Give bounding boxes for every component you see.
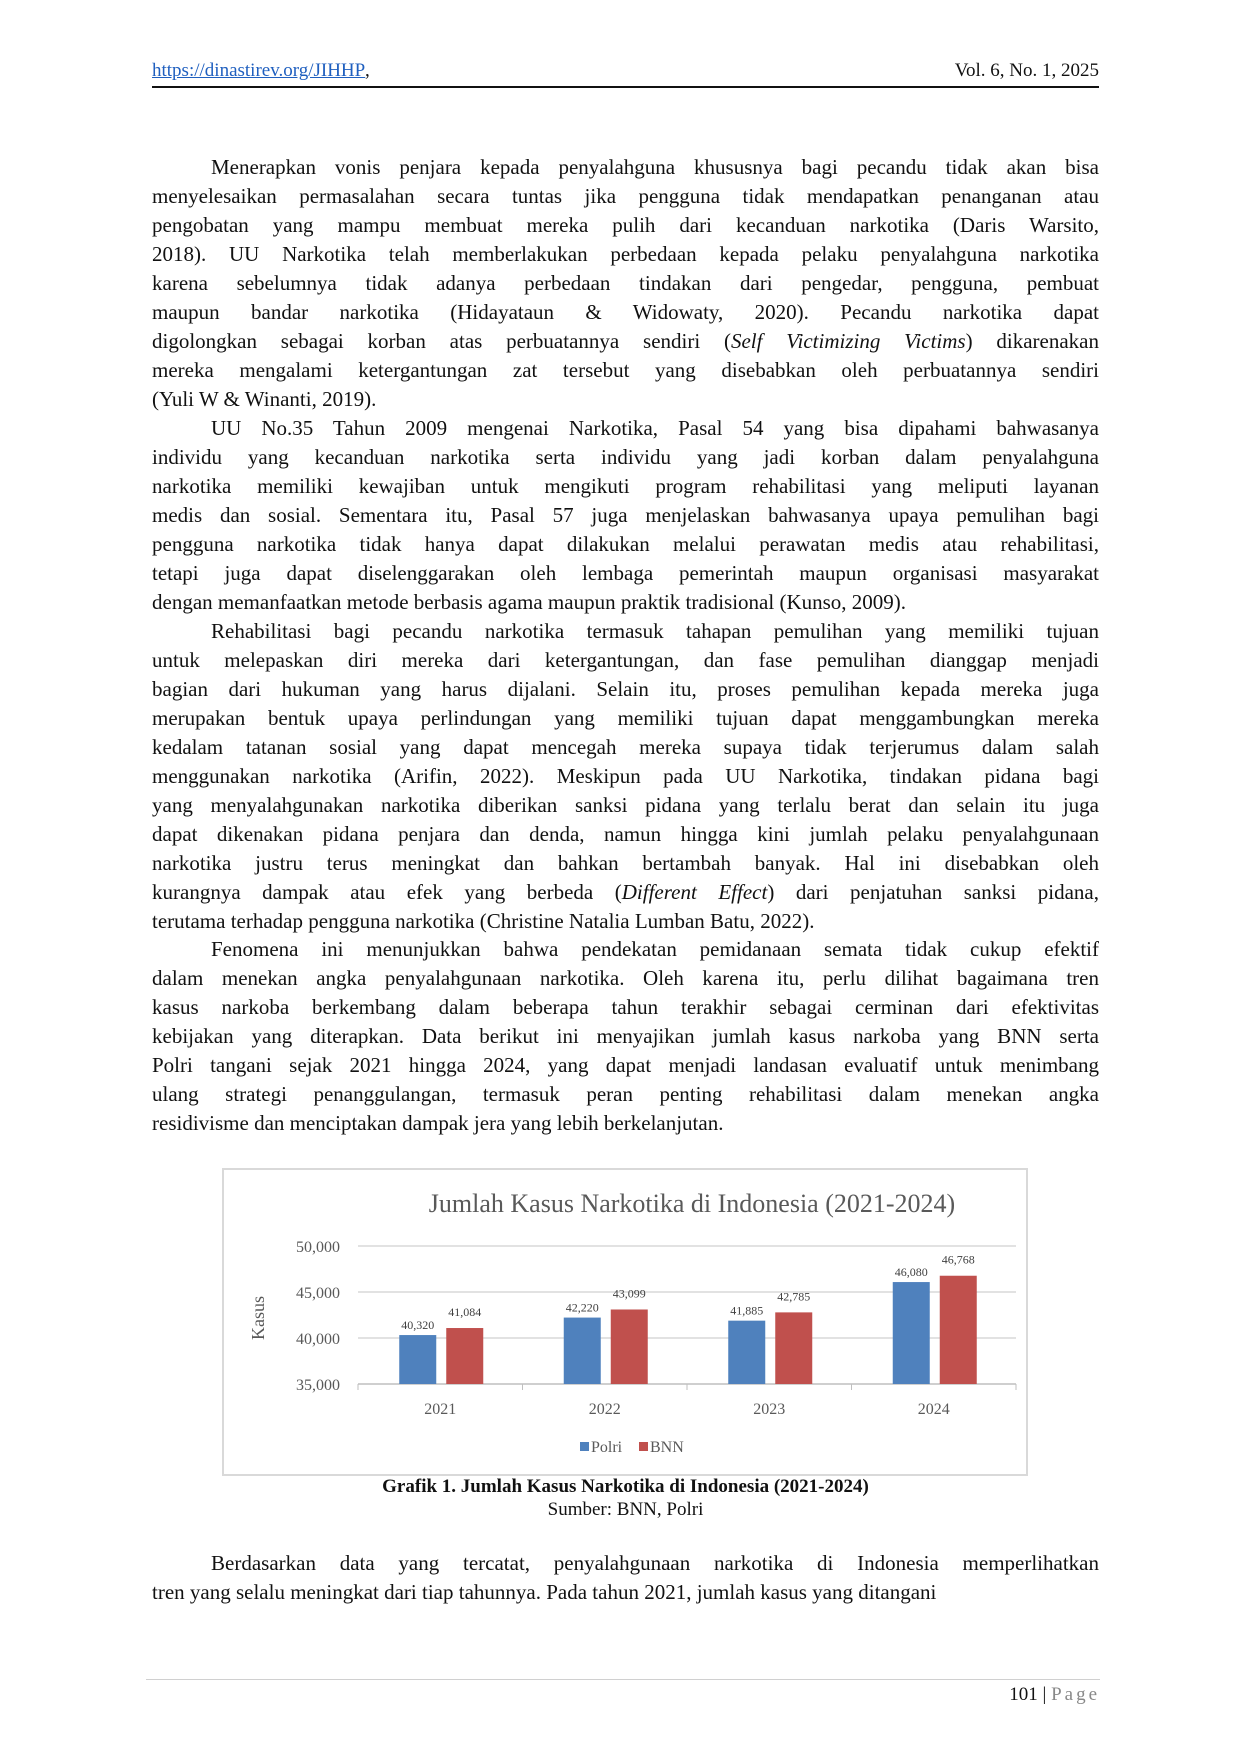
figure-source: Sumber: BNN, Polri [547, 1499, 704, 1520]
data-label: 41,885 [730, 1304, 763, 1318]
bar-bnn [446, 1328, 484, 1384]
body-paragraph: Menerapkan vonis penjara kepada penyalah… [152, 153, 1099, 414]
text-line: karena sebelumnya tidak adanya perbedaan… [152, 271, 1099, 295]
data-label: 43,099 [613, 1286, 646, 1300]
body-paragraph: Fenomena ini menunjukkan bahwa pendekata… [152, 935, 1099, 1138]
bar-bnn [939, 1275, 977, 1384]
data-label: 40,320 [401, 1318, 434, 1332]
bar-polri [563, 1317, 601, 1384]
text-line: Fenomena ini menunjukkan bahwa pendekata… [211, 937, 1099, 962]
text-line: mereka mengalami ketergantungan zat ters… [152, 358, 1099, 382]
text-line: dengan memanfaatkan metode berbasis agam… [152, 589, 907, 614]
text-segment: digolongkan sebagai korban atas perbuata… [152, 329, 731, 353]
running-header: https://dinastirev.org/JIHHP , Vol. 6, N… [152, 58, 1099, 88]
body-paragraph: Berdasarkan data yang tercatat, penyalah… [152, 1549, 1099, 1607]
text-line: pengguna narkotika tidak hanya dapat dil… [152, 531, 1099, 556]
text-line: 2018). UU Narkotika telah memberlakukan … [152, 242, 1099, 266]
url-comma: , [365, 60, 370, 81]
y-tick-label: 35,000 [296, 1377, 340, 1394]
text-line: menggunakan narkotika (Arifin, 2022). Me… [152, 763, 1099, 788]
text-line: Polri tangani sejak 2021 hingga 2024, ya… [152, 1053, 1099, 1078]
page-number-value: 101 [1009, 1684, 1038, 1705]
text-line: merupakan bentuk upaya perlindungan yang… [152, 705, 1099, 730]
text-line: kurangnya dampak atau efek yang berbeda … [152, 878, 1099, 907]
figure-caption: Grafik 1. Jumlah Kasus Narkotika di Indo… [382, 1476, 869, 1497]
text-segment: ) dikarenakan [965, 329, 1099, 353]
text-line: dalam menekan angka penyalahgunaan narko… [152, 966, 1099, 991]
bar-polri [728, 1320, 766, 1384]
volume-info: Vol. 6, No. 1, 2025 [954, 60, 1099, 81]
bar-chart: Jumlah Kasus Narkotika di Indonesia (202… [248, 1189, 1017, 1456]
x-tick-label: 2023 [753, 1401, 785, 1418]
data-label: 42,220 [566, 1301, 599, 1315]
chart-title: Jumlah Kasus Narkotika di Indonesia (202… [429, 1189, 955, 1218]
y-tick-label: 45,000 [296, 1285, 340, 1302]
text-line: kasus narkoba berkembang dalam beberapa … [152, 995, 1099, 1020]
text-line: Berdasarkan data yang tercatat, penyalah… [211, 1551, 1099, 1575]
text-line: menyelesaikan permasalahan secara tuntas… [152, 184, 1099, 208]
y-axis-label: Kasus [248, 1296, 268, 1340]
italic-term: Different Effect [621, 879, 768, 904]
chart-container: Jumlah Kasus Narkotika di Indonesia (202… [222, 1168, 1028, 1476]
text-line: (Yuli W & Winanti, 2019). [152, 387, 377, 411]
legend-swatch-polri [580, 1442, 589, 1451]
x-tick-label: 2024 [918, 1401, 950, 1418]
legend-swatch-bnn [639, 1442, 648, 1451]
page-label: Page [1051, 1684, 1100, 1705]
page-number: 101 | Page [1009, 1684, 1100, 1706]
text-line: UU No.35 Tahun 2009 mengenai Narkotika, … [211, 415, 1099, 440]
x-tick-label: 2022 [589, 1401, 621, 1418]
bar-bnn [610, 1309, 648, 1384]
data-label: 41,084 [448, 1305, 481, 1319]
bar-bnn [775, 1312, 813, 1384]
text-segment: ) dari penjatuhan sanksi pidana, [767, 879, 1100, 904]
text-line: residivisme dan menciptakan dampak jera … [152, 1111, 724, 1136]
body-paragraph: UU No.35 Tahun 2009 mengenai Narkotika, … [152, 414, 1099, 617]
page-separator: | [1042, 1684, 1047, 1705]
text-line: kedalam tatanan sosial yang dapat menceg… [152, 734, 1099, 759]
body-paragraph: Rehabilitasi bagi pecandu narkotika term… [152, 617, 1099, 936]
text-line: tetapi juga dapat diselenggarakan oleh l… [152, 560, 1099, 585]
text-line: narkotika justru terus meningkat dan bah… [152, 850, 1099, 875]
text-line: Menerapkan vonis penjara kepada penyalah… [211, 155, 1099, 179]
data-label: 46,768 [942, 1253, 975, 1267]
text-line: kebijakan yang diterapkan. Data berikut … [152, 1024, 1099, 1049]
legend-label-bnn: BNN [650, 1439, 684, 1456]
italic-term: Self Victimizing Victims [730, 329, 966, 353]
data-label: 42,785 [777, 1289, 810, 1303]
text-line: medis dan sosial. Sementara itu, Pasal 5… [152, 502, 1099, 527]
text-line: narkotika memiliki kewajiban untuk mengi… [152, 473, 1099, 498]
x-tick-label: 2021 [424, 1401, 456, 1418]
text-segment: kurangnya dampak atau efek yang berbeda … [152, 879, 622, 904]
bar-polri [892, 1282, 930, 1384]
text-line: untuk melepaskan diri mereka dari keterg… [152, 647, 1099, 672]
y-tick-label: 40,000 [296, 1331, 340, 1348]
journal-url-link[interactable]: https://dinastirev.org/JIHHP [152, 60, 366, 81]
text-line: Rehabilitasi bagi pecandu narkotika term… [211, 618, 1099, 643]
bar-polri [399, 1335, 437, 1384]
text-line: tren yang selalu meningkat dari tiap tah… [152, 1580, 937, 1604]
data-label: 46,080 [895, 1265, 928, 1279]
text-line: dapat dikenakan pidana penjara dan denda… [152, 821, 1099, 846]
text-line: yang menyalahgunakan narkotika diberikan… [152, 792, 1099, 817]
text-line: pengobatan yang mampu membuat mereka pul… [152, 213, 1099, 237]
text-line: maupun bandar narkotika (Hidayataun & Wi… [152, 300, 1099, 324]
text-line: bagian dari hukuman yang harus dijalani.… [152, 676, 1099, 701]
text-line: ulang strategi penanggulangan, termasuk … [152, 1082, 1099, 1107]
text-line: digolongkan sebagai korban atas perbuata… [152, 327, 1099, 356]
legend-label-polri: Polri [591, 1439, 623, 1456]
text-line: individu yang kecanduan narkotika serta … [152, 444, 1099, 469]
footer-divider [146, 1679, 1100, 1680]
text-line: terutama terhadap pengguna narkotika (Ch… [152, 908, 815, 933]
y-tick-label: 50,000 [296, 1239, 340, 1256]
